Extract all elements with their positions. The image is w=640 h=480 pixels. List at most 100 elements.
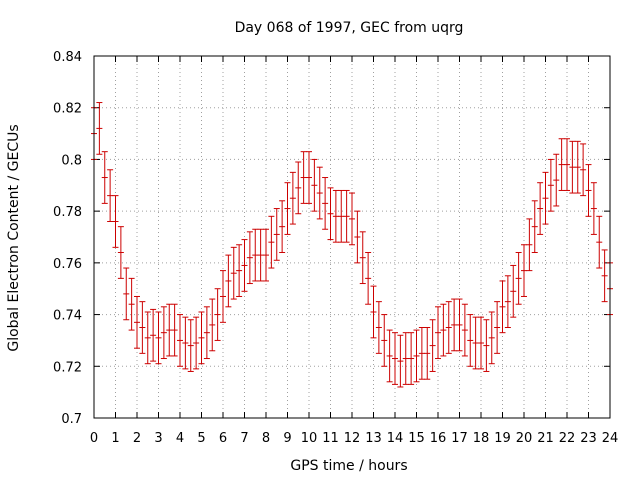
error-bar-point — [332, 189, 339, 243]
error-bar-point — [392, 332, 398, 385]
x-tick-label: 12 — [344, 431, 361, 446]
y-tick-label: 0.84 — [53, 50, 82, 65]
x-tick-label: 9 — [283, 431, 291, 446]
error-bar-point — [306, 151, 312, 204]
error-bar-point — [488, 311, 495, 365]
y-axis-label: Global Electron Content / GECUs — [6, 124, 22, 351]
y-tick-label: 0.78 — [53, 205, 82, 220]
error-bar-point — [456, 298, 463, 352]
error-bar-point — [494, 301, 501, 354]
error-bar-point — [370, 285, 377, 339]
error-bar-point — [203, 306, 210, 360]
error-bar-point — [322, 177, 329, 230]
error-bar-point — [117, 226, 124, 279]
error-bar-point — [521, 244, 527, 297]
x-tick-label: 2 — [133, 431, 141, 446]
error-bar-point — [569, 140, 576, 194]
error-bar-point — [553, 153, 560, 207]
error-bar-point — [478, 316, 484, 370]
error-bar-point — [327, 187, 334, 241]
x-tick-label: 11 — [322, 431, 339, 446]
error-bar-point — [107, 169, 114, 222]
error-bar-point — [510, 264, 517, 318]
error-bar-point — [381, 314, 388, 367]
error-bar-point — [311, 158, 318, 212]
error-bar-point — [252, 228, 259, 282]
error-bar-point — [300, 151, 307, 204]
error-bar-point — [499, 280, 506, 334]
error-bar-point — [564, 138, 570, 191]
error-bar-point — [268, 215, 275, 269]
error-bar-point — [236, 244, 243, 297]
error-bar-point — [263, 228, 269, 282]
x-tick-label: 20 — [516, 431, 533, 446]
error-bar-point — [284, 182, 291, 235]
error-bar-point — [230, 246, 237, 300]
x-tick-label: 18 — [473, 431, 490, 446]
x-tick-label: 7 — [240, 431, 248, 446]
error-bar-point — [440, 303, 447, 357]
error-bar-point — [365, 252, 372, 305]
error-bar-point — [123, 267, 130, 321]
error-bar-point — [198, 311, 205, 365]
x-tick-label: 5 — [197, 431, 205, 446]
error-bar-point — [338, 189, 345, 243]
error-bar-point — [397, 334, 404, 388]
error-bar-point — [257, 228, 264, 282]
error-bar-point — [601, 249, 608, 303]
error-bar-point — [155, 311, 162, 365]
x-tick-label: 4 — [176, 431, 184, 446]
y-tick-label: 0.8 — [61, 153, 82, 168]
error-bar-point — [279, 200, 286, 254]
error-bar-point — [515, 252, 522, 305]
error-bar-point — [101, 151, 108, 204]
error-bar-point — [429, 319, 436, 372]
axis-ticks: 0 1 2 3 4 5 6 7 8 9 10 11 12 13 14 15 16 17 18 19 20 21 22 23 24… — [53, 50, 618, 446]
error-bar-point — [112, 195, 119, 248]
error-bar-point — [139, 301, 146, 354]
x-tick-label: 21 — [537, 431, 554, 446]
error-bar-point — [359, 231, 366, 285]
error-bar-point — [402, 332, 409, 385]
error-bar-point — [467, 314, 474, 367]
plot-frame — [93, 55, 611, 419]
y-tick-label: 0.74 — [53, 309, 82, 324]
error-bar-point — [445, 301, 452, 354]
error-bar-point — [166, 303, 173, 357]
error-bar-point — [171, 303, 178, 357]
x-tick-label: 3 — [154, 431, 162, 446]
error-bar-point — [209, 298, 216, 352]
error-bar-point — [160, 306, 167, 360]
error-bar-point — [558, 138, 565, 191]
error-bar-point — [128, 277, 135, 331]
y-tick-label: 0.82 — [53, 102, 82, 117]
error-bar-point — [472, 316, 479, 370]
error-bar-point — [187, 319, 194, 372]
error-bar-point — [289, 171, 296, 225]
error-bar-point — [220, 270, 226, 323]
x-tick-label: 6 — [219, 431, 227, 446]
x-tick-label: 1 — [111, 431, 119, 446]
x-tick-label: 24 — [602, 431, 619, 446]
x-tick-label: 10 — [301, 431, 318, 446]
x-axis-label: GPS time / hours — [290, 458, 407, 474]
error-bar-point — [526, 218, 533, 272]
error-bar-point — [295, 161, 302, 215]
error-bar-point — [451, 298, 458, 352]
y-tick-label: 0.7 — [61, 412, 82, 427]
error-bar-point — [225, 254, 232, 308]
x-tick-label: 14 — [387, 431, 404, 446]
error-bar-point — [504, 275, 511, 328]
error-bar-point — [375, 301, 382, 354]
error-bar-point — [349, 192, 355, 246]
data-series — [91, 102, 613, 388]
y-tick-label: 0.76 — [53, 257, 82, 272]
x-tick-label: 13 — [365, 431, 382, 446]
error-bar-point — [177, 314, 183, 367]
x-tick-label: 17 — [451, 431, 468, 446]
error-bar-point — [386, 329, 393, 383]
error-bar-point — [424, 327, 431, 380]
error-bar-point — [461, 303, 468, 357]
error-bar-point — [585, 164, 592, 217]
x-tick-label: 15 — [408, 431, 425, 446]
